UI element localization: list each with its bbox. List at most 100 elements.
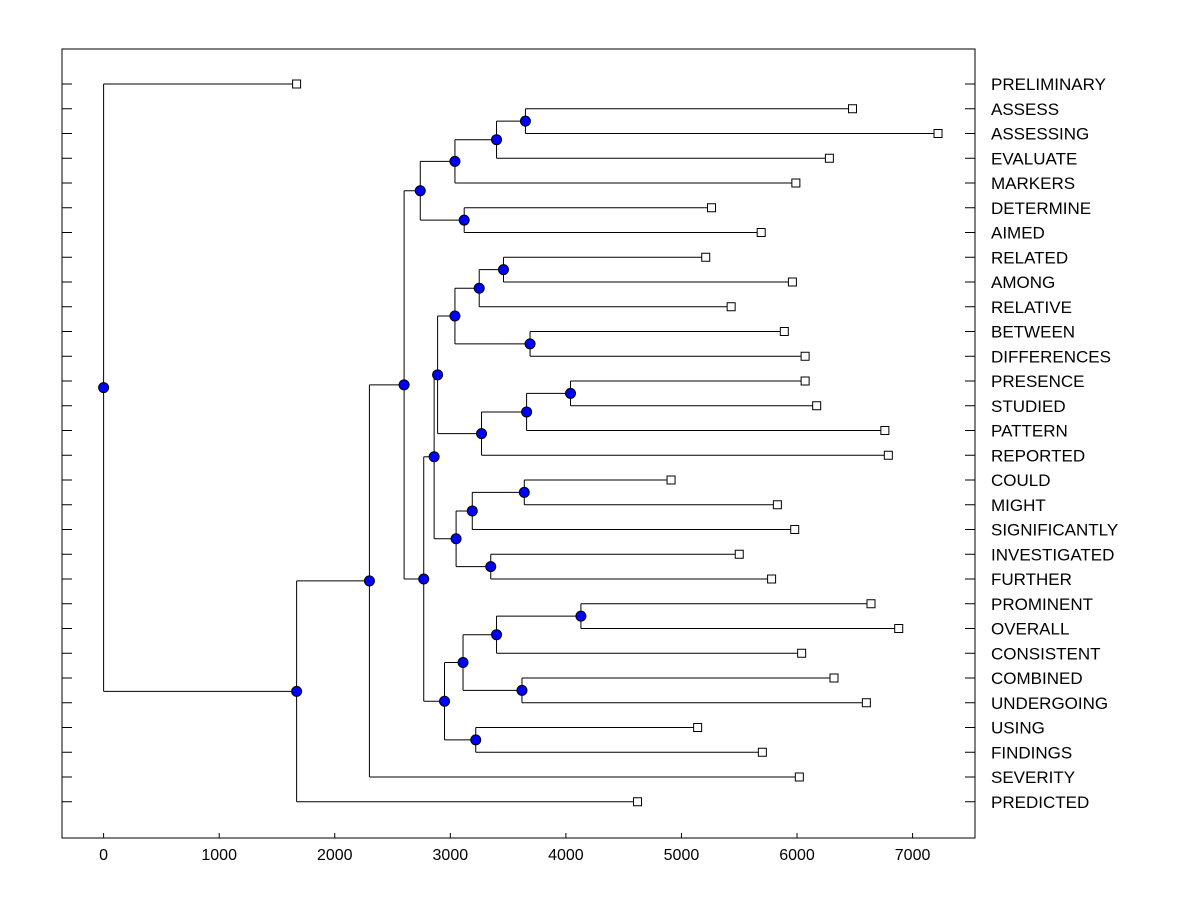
leaf-marker [800, 376, 810, 386]
leaf-label: PRESENCE [991, 372, 1085, 391]
leaf-label: REPORTED [991, 446, 1085, 465]
node-marker [457, 657, 469, 669]
leaf-marker [666, 475, 676, 485]
leaf-marker [894, 624, 904, 633]
node-marker [291, 685, 303, 697]
leaf-label: CONSISTENT [991, 644, 1101, 663]
leaf-label: PROMINENT [991, 595, 1093, 614]
leaf-label: STUDIED [991, 397, 1066, 416]
node-marker [414, 185, 426, 197]
leaf-marker [933, 129, 943, 138]
leaf-label: RELATIVE [991, 298, 1072, 317]
leaf-marker [866, 599, 876, 609]
node-marker [398, 379, 410, 391]
x-tick-label: 3000 [433, 847, 469, 864]
leaf-marker [880, 426, 890, 435]
axis-ticks: 0 1000 2000 3000 4000 5000 6000 7000 [62, 83, 975, 864]
leaf-label: USING [991, 719, 1045, 738]
leaf-labels: PRELIMINARY ASSESS ASSESSING EVALUATE MARKER… [991, 75, 1118, 812]
node-marker [466, 505, 478, 517]
leaf-marker [861, 698, 871, 708]
node-marker [363, 575, 375, 587]
leaf-label: ASSESS [991, 100, 1059, 119]
node-marker [470, 734, 482, 746]
x-tick-label: 7000 [895, 847, 931, 864]
leaf-label: SIGNIFICANTLY [991, 521, 1118, 540]
node-marker [418, 573, 430, 585]
leaf-label: ASSESSING [991, 125, 1089, 144]
node-marker [449, 155, 461, 167]
leaf-marker [779, 327, 789, 336]
leaf-label: COMBINED [991, 669, 1083, 688]
node-marker [565, 387, 577, 399]
node-marker [524, 338, 536, 350]
leaf-marker [756, 228, 766, 237]
leaf-marker [701, 252, 711, 262]
leaf-marker [829, 673, 839, 683]
leaf-marker [883, 450, 893, 460]
leaf-marker [790, 525, 800, 534]
x-tick-label: 0 [99, 847, 108, 864]
leaf-marker [787, 277, 797, 287]
leaf-label: FURTHER [991, 570, 1072, 589]
node-marker [428, 451, 440, 463]
node-marker [491, 134, 503, 146]
node-marker [497, 264, 509, 276]
leaf-label: MIGHT [991, 496, 1046, 515]
leaf-label: PATTERN [991, 422, 1068, 441]
x-tick-label: 2000 [317, 847, 353, 864]
leaf-marker [734, 549, 744, 559]
leaf-label: OVERALL [991, 620, 1069, 639]
node-marker [518, 486, 530, 498]
leaf-marker [726, 302, 736, 312]
leaf-label: SEVERITY [991, 768, 1075, 787]
leaf-marker [794, 772, 804, 782]
leaf-marker [847, 104, 857, 114]
x-tick-label: 5000 [664, 847, 700, 864]
node-marker [439, 695, 451, 707]
node-marker [476, 428, 488, 440]
leaf-label: AIMED [991, 224, 1045, 243]
leaf-label: BETWEEN [991, 323, 1075, 342]
leaf-label: FINDINGS [991, 743, 1072, 762]
node-marker [432, 369, 444, 381]
leaf-marker [633, 797, 643, 807]
node-marker [473, 282, 485, 294]
leaf-label: EVALUATE [991, 149, 1077, 168]
leaf-marker [797, 648, 807, 658]
leaf-label: PRELIMINARY [991, 75, 1106, 94]
leaf-label: AMONG [991, 273, 1055, 292]
leaf-marker [707, 203, 717, 213]
leaf-marker [693, 723, 703, 732]
node-marker [458, 214, 470, 226]
leaf-label: COULD [991, 471, 1051, 490]
node-marker [485, 561, 497, 573]
tree-nodes [98, 79, 943, 807]
leaf-label: RELATED [991, 248, 1068, 267]
leaf-marker [292, 79, 302, 89]
node-marker [450, 533, 462, 545]
plot-frame [61, 48, 976, 839]
leaf-marker [757, 747, 767, 757]
leaf-label: MARKERS [991, 174, 1075, 193]
node-marker [98, 382, 110, 394]
leaf-marker [767, 574, 777, 584]
node-marker [521, 406, 533, 418]
leaf-marker [812, 401, 822, 411]
leaf-label: UNDERGOING [991, 694, 1108, 713]
leaf-marker [800, 351, 810, 361]
node-marker [516, 684, 528, 696]
leaf-label: PREDICTED [991, 793, 1089, 812]
node-marker [491, 629, 503, 641]
node-marker [449, 310, 461, 322]
node-marker [519, 115, 531, 127]
leaf-label: DIFFERENCES [991, 347, 1111, 366]
leaf-label: DETERMINE [991, 199, 1091, 218]
leaf-marker [772, 500, 782, 510]
leaf-label: INVESTIGATED [991, 545, 1114, 564]
leaf-marker [824, 153, 834, 163]
x-tick-label: 1000 [201, 847, 237, 864]
node-marker [575, 610, 587, 622]
leaf-marker [791, 178, 801, 188]
